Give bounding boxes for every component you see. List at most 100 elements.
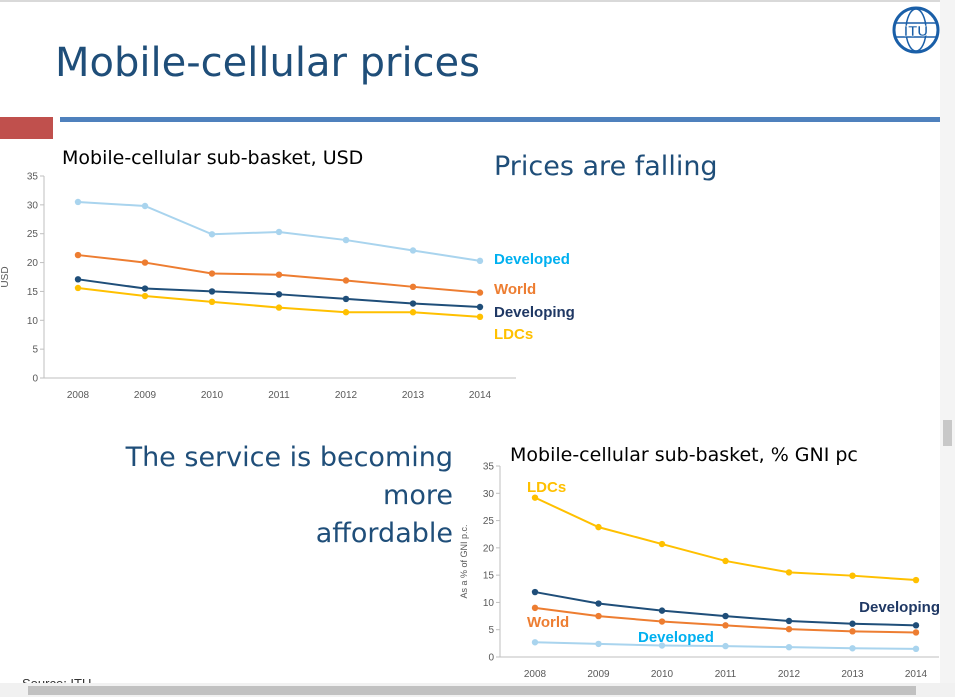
legend-label-developed: Developed <box>494 251 570 268</box>
y-tick-label: 20 <box>483 543 495 554</box>
itu-logo: ITU <box>892 6 940 54</box>
data-point-developing <box>531 588 539 596</box>
chart-usd: 0 5 10 15 20 25 30 35 2008 2009 2010 2011 2012 2013 20… <box>0 172 575 402</box>
data-point-developing <box>275 291 283 298</box>
data-point-developing <box>849 620 856 627</box>
vertical-scrollbar[interactable] <box>940 0 955 697</box>
title-rule <box>60 117 940 122</box>
x-tick-label: 2013 <box>841 669 864 680</box>
series-line-ldcs <box>534 496 917 582</box>
chart1-title: Mobile-cellular sub-basket, USD <box>62 147 364 169</box>
data-point-developing <box>785 617 793 625</box>
y-tick-label: 30 <box>483 489 495 500</box>
data-point-world <box>476 289 484 296</box>
y-tick-label: 25 <box>27 229 39 240</box>
chart2-title: Mobile-cellular sub-basket, % GNI pc <box>510 444 858 466</box>
data-point-developing <box>74 276 82 283</box>
data-point-world <box>409 283 417 291</box>
y-axis-label: USD <box>0 266 11 287</box>
horizontal-scroll-thumb[interactable] <box>28 686 916 695</box>
data-point-developed <box>531 639 539 646</box>
data-point-world <box>722 622 729 629</box>
data-point-developed <box>722 642 729 650</box>
data-point-developing <box>208 288 216 295</box>
legend-label-ldcs: LDCs <box>494 326 533 343</box>
data-point-world <box>785 625 793 633</box>
top-border <box>0 0 955 2</box>
y-tick-label: 10 <box>27 316 39 327</box>
x-tick-label: 2012 <box>778 669 801 680</box>
x-tick-label: 2009 <box>587 669 610 680</box>
data-point-world <box>849 628 856 635</box>
data-point-ldcs <box>342 309 350 316</box>
headline-affordable-line2: affordable <box>315 518 453 549</box>
legend-label-world: World <box>494 281 536 298</box>
accent-bar-red <box>0 117 53 139</box>
data-point-developed <box>595 640 602 648</box>
data-point-ldcs <box>74 284 82 292</box>
y-tick-label: 0 <box>32 374 38 385</box>
data-point-ldcs <box>658 540 666 548</box>
y-axis-label: As a % of GNI p.c. <box>459 524 469 598</box>
data-point-world <box>531 604 539 612</box>
data-point-developing <box>722 612 729 620</box>
data-point-world <box>74 251 82 259</box>
data-point-ldcs <box>595 523 602 531</box>
data-point-ldcs <box>141 292 149 300</box>
x-tick-label: 2010 <box>651 669 674 680</box>
x-tick-label: 2010 <box>201 390 224 401</box>
data-point-developing <box>342 295 350 303</box>
headline-prices-falling: Prices are falling <box>494 151 718 182</box>
data-point-developing <box>658 607 666 614</box>
data-point-developed <box>342 236 350 244</box>
data-point-world <box>912 629 920 636</box>
x-tick-label: 2008 <box>67 390 90 401</box>
data-point-developing <box>595 600 602 607</box>
x-tick-label: 2009 <box>134 390 157 401</box>
data-point-developed <box>785 643 793 651</box>
y-tick-label: 25 <box>483 516 495 527</box>
data-point-ldcs <box>208 298 216 306</box>
legend-label-developed: Developed <box>638 629 714 646</box>
legend-label-world: World <box>527 614 569 631</box>
vertical-scroll-thumb[interactable] <box>943 420 952 446</box>
y-tick-label: 30 <box>27 200 39 211</box>
y-tick-label: 20 <box>27 258 39 269</box>
data-point-world <box>141 259 149 266</box>
data-point-developing <box>476 303 484 311</box>
chart-gni: 0 5 10 15 20 25 30 35 2008 2009 2010 2011 2012 2013 20… <box>459 462 940 681</box>
data-point-ldcs <box>912 576 920 584</box>
data-point-ldcs <box>785 569 793 576</box>
data-point-world <box>208 270 216 277</box>
x-tick-label: 2011 <box>715 669 737 680</box>
y-tick-label: 15 <box>483 571 495 582</box>
x-tick-label: 2011 <box>268 390 290 401</box>
data-point-developed <box>74 198 82 206</box>
data-point-developing <box>409 300 417 307</box>
y-tick-label: 35 <box>27 172 39 183</box>
x-tick-label: 2012 <box>335 390 358 401</box>
y-tick-label: 15 <box>27 287 39 298</box>
data-point-ldcs <box>476 313 484 321</box>
data-point-developed <box>409 247 417 254</box>
headline-affordable-line1: The service is becoming more <box>125 442 453 511</box>
data-point-developed <box>275 228 283 236</box>
y-tick-label: 0 <box>488 653 494 664</box>
legend-label-developing: Developing <box>859 599 940 616</box>
data-point-world <box>595 612 602 620</box>
data-point-developed <box>658 642 666 649</box>
data-point-developed <box>912 645 920 653</box>
legend-label-ldcs: LDCs <box>527 479 566 496</box>
data-point-world <box>658 618 666 625</box>
data-point-ldcs <box>409 309 417 316</box>
data-point-ldcs <box>531 494 539 501</box>
slide-title: Mobile-cellular prices <box>55 40 480 86</box>
logo-text: ITU <box>904 23 928 40</box>
data-point-developing <box>912 622 920 629</box>
data-point-world <box>275 271 283 278</box>
data-point-ldcs <box>275 304 283 311</box>
data-point-developed <box>476 257 484 265</box>
data-point-ldcs <box>722 557 729 565</box>
data-point-developing <box>141 285 149 292</box>
x-tick-label: 2013 <box>402 390 425 401</box>
